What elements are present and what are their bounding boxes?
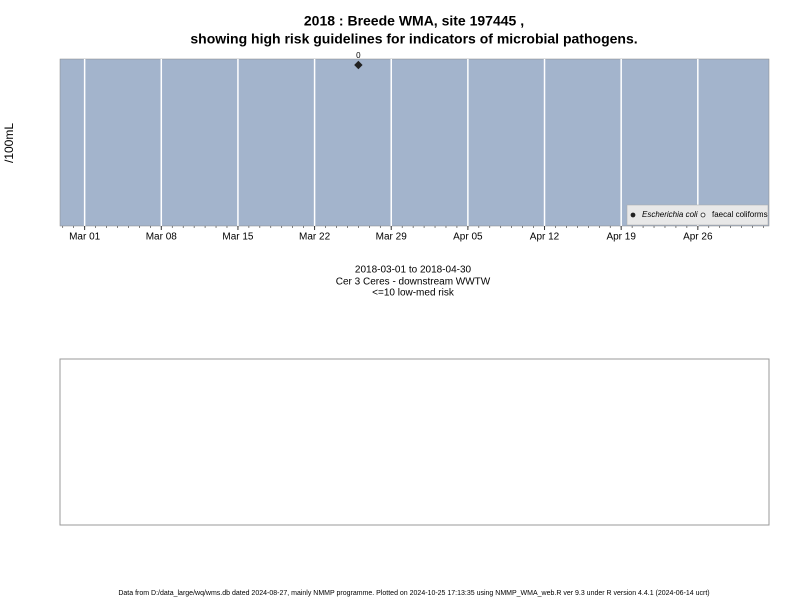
chart-title: showing high risk guidelines for indicat… xyxy=(190,31,637,47)
x-tick-label: Mar 29 xyxy=(376,232,408,243)
legend-label: faecal coliforms xyxy=(712,210,768,219)
empty-panel xyxy=(59,358,770,526)
caption: Cer 3 Ceres - downstream WWTW xyxy=(336,277,491,288)
x-tick-label: Apr 12 xyxy=(530,232,560,243)
x-tick-label: Mar 15 xyxy=(222,232,254,243)
data-label: 0 xyxy=(356,51,361,60)
point xyxy=(354,60,363,70)
legend xyxy=(626,204,769,226)
x-tick-label: Apr 05 xyxy=(453,232,483,243)
x-tick-label: Apr 26 xyxy=(683,232,713,243)
footer: Data from D:/data_large/wq/wms.db dated … xyxy=(118,590,709,597)
legend-label: Escherichia coli xyxy=(642,210,698,219)
caption: 2018-03-01 to 2018-04-30 xyxy=(355,265,472,276)
x-tick-label: Mar 01 xyxy=(69,232,101,243)
x-tick-label: Apr 19 xyxy=(606,232,636,243)
x-tick-label: Mar 08 xyxy=(146,232,178,243)
legend-symbol xyxy=(630,212,636,218)
y-axis-label: /100mL xyxy=(2,123,16,163)
x-tick-label: Mar 22 xyxy=(299,232,331,243)
legend-symbol xyxy=(700,212,706,218)
caption: <=10 low-med risk xyxy=(372,288,455,299)
chart-title: 2018 : Breede WMA, site 197445 , xyxy=(304,13,524,29)
plot-panel xyxy=(59,58,770,227)
